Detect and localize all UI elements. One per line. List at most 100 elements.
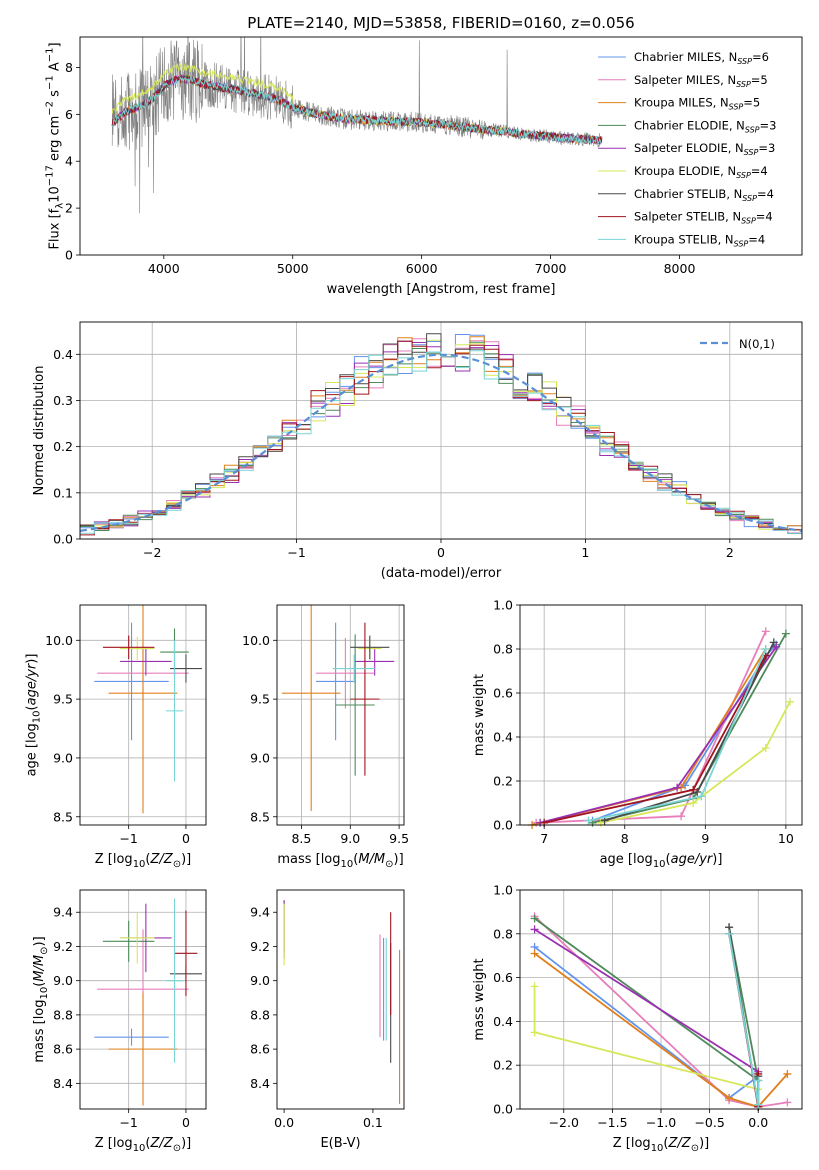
- weight-marker: [689, 799, 698, 807]
- y-tick-label: 0.2: [493, 1058, 513, 1073]
- y-axis-label: mass weight: [472, 958, 487, 1040]
- x-axis-label: Z [log10(Z/Z⊙)]: [95, 1136, 192, 1154]
- x-tick-label: 0.1: [363, 1115, 383, 1130]
- y-tick-label: 0.6: [493, 970, 513, 985]
- x-axis-label: Z [log10(Z/Z⊙)]: [95, 852, 192, 870]
- y-axis-label: Normed distribution: [32, 366, 47, 496]
- x-tick-label: 0.0: [748, 1115, 768, 1130]
- plot-frame: [79, 604, 207, 826]
- y-axis-label: age [log10(age/yr)]: [25, 654, 43, 777]
- x-tick-label: 0: [182, 831, 190, 846]
- normal-reference-curve: [80, 353, 802, 532]
- weight-marker: [677, 812, 686, 821]
- weight-marker: [530, 982, 539, 991]
- weight-marker: [530, 925, 539, 934]
- x-tick-label: −1.0: [646, 1115, 676, 1130]
- weight-vs-metallicity-panel: −2.0 −1.5 −1.0 −0.5 0.0 0.0 0.2 0.4 0.6 0.8 1.0 Z […: [472, 883, 803, 1154]
- y-tick-label: 9.0: [53, 973, 73, 988]
- x-tick-label: 9: [701, 831, 709, 846]
- x-tick-label: −1.5: [597, 1115, 627, 1130]
- weight-marker: [761, 627, 770, 636]
- x-tick-label: 0.0: [274, 1115, 294, 1130]
- y-tick-label: 8.5: [250, 809, 270, 824]
- x-tick-label: 5000: [277, 261, 309, 276]
- plot-frame: [276, 604, 405, 826]
- weight-line: [534, 928, 759, 1073]
- x-tick-label: 9.5: [389, 831, 409, 846]
- y-tick-label: 8.5: [53, 809, 73, 824]
- weight-line: [588, 648, 767, 822]
- y-tick-label: 0.3: [53, 393, 73, 408]
- y-tick-label: 9.0: [250, 750, 270, 765]
- weight-marker: [781, 629, 790, 638]
- weight-marker: [530, 914, 539, 923]
- x-tick-label: 0: [182, 1115, 190, 1130]
- weight-marker: [783, 1069, 792, 1078]
- legend-label: Chabrier STELIB, NSSP=4: [634, 187, 774, 203]
- weight-marker: [697, 792, 706, 801]
- y-axis-label: Flux [fλ10−17 erg cm−2 s−1 A−1]: [44, 42, 65, 249]
- x-tick-label: −1: [119, 1115, 137, 1130]
- weight-line: [533, 986, 760, 1107]
- weight-marker: [725, 1094, 734, 1103]
- weight-line: [533, 915, 788, 1108]
- x-tick-label: 9.0: [340, 831, 360, 846]
- weight-vs-age-panel: 7 8 9 10 0.0 0.2 0.4 0.6 0.8 1.0 age [log10(age/yr…: [472, 598, 803, 870]
- model-spectrum: [111, 75, 603, 146]
- y-tick-label: 8.8: [53, 1007, 73, 1022]
- weight-line: [728, 933, 760, 1105]
- y-tick-label: 10.0: [45, 633, 73, 648]
- x-axis-label: (data-model)/error: [381, 566, 502, 581]
- legend-label: Salpeter MILES, NSSP=5: [634, 73, 768, 89]
- plot-frame: [79, 36, 803, 256]
- spectrum-panel: 4000 5000 6000 7000 8000 0 2 4 6 8 wavelength [Ang…: [44, 36, 803, 297]
- x-tick-label: 8.5: [291, 831, 311, 846]
- weight-marker: [596, 818, 605, 827]
- x-tick-label: 6000: [406, 261, 438, 276]
- y-tick-label: 0: [65, 248, 73, 263]
- y-tick-label: 8.6: [53, 1042, 73, 1057]
- x-axis-label: E(B-V): [320, 1136, 360, 1151]
- y-axis-label: mass weight: [472, 674, 487, 756]
- y-tick-label: 0.0: [493, 1102, 513, 1117]
- y-tick-label: 10.0: [242, 633, 270, 648]
- mass-vs-ebv-panel: 0.0 0.1 8.4 8.6 8.8 9.0 9.2 9.4 E(B-V): [250, 889, 405, 1151]
- plot-frame: [276, 889, 405, 1110]
- y-tick-label: 0.2: [53, 439, 73, 454]
- y-tick-label: 0.6: [493, 686, 513, 701]
- y-tick-label: 9.0: [250, 973, 270, 988]
- y-tick-label: 8: [65, 60, 73, 75]
- weight-marker: [689, 785, 698, 794]
- y-tick-label: 0.4: [493, 730, 513, 745]
- y-tick-label: 9.2: [53, 939, 73, 954]
- x-tick-label: 10: [778, 831, 794, 846]
- y-tick-label: 0.4: [493, 1014, 513, 1029]
- mass-vs-metallicity-panel: −1 0 8.4 8.6 8.8 9.0 9.2 9.4 Z [log10(Z/Z⊙)] mass…: [32, 889, 207, 1154]
- x-tick-label: 8000: [664, 261, 696, 276]
- x-tick-label: 7000: [535, 261, 567, 276]
- y-tick-label: 2: [65, 201, 73, 216]
- y-tick-label: 9.0: [53, 750, 73, 765]
- legend-label: N(0,1): [739, 337, 775, 351]
- plot-frame: [519, 604, 803, 826]
- observed-spectrum: [111, 37, 603, 214]
- weight-marker: [761, 744, 770, 752]
- weight-marker: [725, 929, 734, 938]
- y-axis-label: mass [log10(M/M⊙)]: [32, 936, 50, 1062]
- weight-line: [544, 655, 767, 824]
- x-tick-label: 4000: [148, 261, 180, 276]
- weight-marker: [761, 645, 770, 653]
- x-tick-label: −1: [287, 545, 305, 560]
- x-tick-label: 2: [726, 545, 734, 560]
- y-tick-label: 0.4: [53, 347, 73, 362]
- x-tick-label: −2: [143, 545, 161, 560]
- y-tick-label: 0.2: [493, 774, 513, 789]
- legend-label: Chabrier ELODIE, NSSP=3: [634, 118, 776, 134]
- legend-label: Salpeter STELIB, NSSP=4: [634, 210, 773, 226]
- residuals-panel: −2 −1 0 1 2 0.0 0.1 0.2 0.3 0.4 (data-model)/error…: [32, 321, 803, 581]
- x-axis-label: Z [log10(Z/Z⊙)]: [613, 1136, 710, 1154]
- y-tick-label: 6: [65, 107, 73, 122]
- weight-line: [534, 952, 789, 1108]
- x-tick-label: 1: [581, 545, 589, 560]
